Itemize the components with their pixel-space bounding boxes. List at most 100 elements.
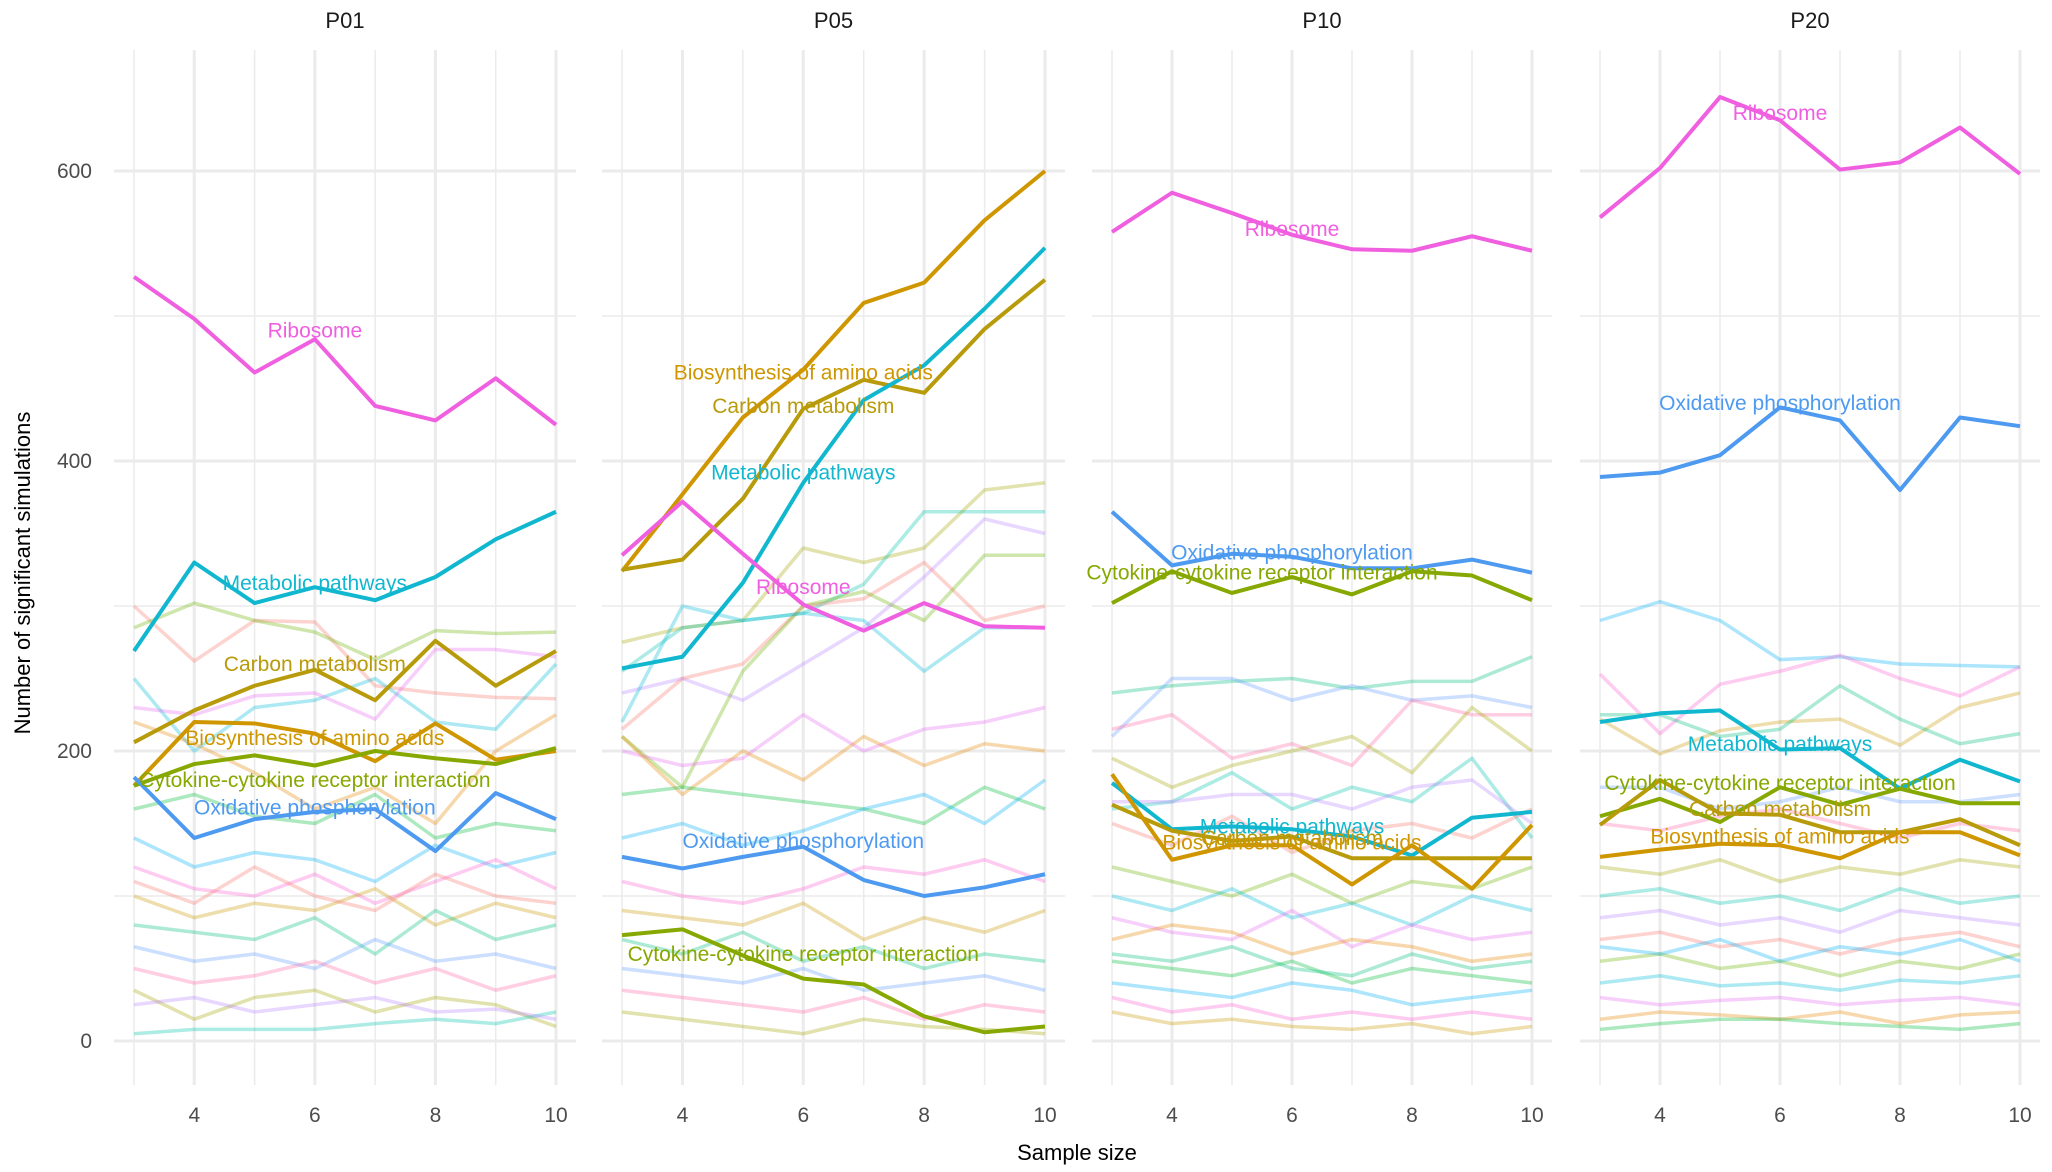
background-series-line <box>133 887 557 927</box>
background-series <box>132 601 558 1036</box>
background-series-line <box>133 1010 557 1036</box>
series-line-metabolic-pathways <box>621 246 1047 671</box>
background-series-line <box>1599 887 2021 913</box>
series-line-oxidative-phosphorylation <box>132 775 557 854</box>
highlighted-series: Ribosome Oxidative phosphorylation Metabol… <box>1598 95 2022 861</box>
series-label-metabolic-pathways: Metabolic pathways <box>1688 733 1872 756</box>
background-series-line <box>620 734 1046 797</box>
series-line-oxidative-phosphorylation <box>621 844 1046 898</box>
background-series-line <box>1111 995 1533 1021</box>
background-series-line <box>1600 684 2021 746</box>
background-series-line <box>621 481 1046 644</box>
background-series-line <box>1112 778 1534 825</box>
y-axis-title: Number of significant simulations <box>10 412 35 735</box>
panel-p20: P20 4 6 8 10 Ribosome Oxidative phosphorylatio… <box>1580 8 2040 1127</box>
background-series-line <box>133 937 557 971</box>
background-series-line <box>621 517 1046 702</box>
panel-p05: P05 4 6 8 10 Biosynthesis of amino acids Carbo… <box>602 8 1065 1127</box>
x-tick-label: 4 <box>1166 1104 1178 1127</box>
series-label-carbon-metabolism: Carbon metabolism <box>224 653 406 676</box>
background-series-line <box>1111 807 1533 855</box>
background-series-line <box>132 604 557 701</box>
series-label-cytokine-cytokine-receptor-interaction: Cytokine-cytokine receptor interaction <box>628 943 979 966</box>
background-series-line <box>1111 887 1533 927</box>
series-label-carbon-metabolism: Carbon metabolism <box>1689 798 1871 821</box>
series-line-cytokine-cytokine-receptor-interaction <box>1599 785 2020 825</box>
series-label-carbon-metabolism: Carbon metabolism <box>712 395 894 418</box>
series-line-carbon-metabolism <box>621 278 1047 572</box>
facet-title: P10 <box>1302 8 1341 33</box>
y-tick-label: 400 <box>57 450 92 473</box>
series-label-carbon-metabolism: Carbon metabolism <box>1201 827 1383 850</box>
series-label-cytokine-cytokine-receptor-interaction: Cytokine-cytokine receptor interaction <box>1604 772 1955 795</box>
background-series-line <box>620 560 1046 731</box>
x-tick-label: 6 <box>309 1104 321 1127</box>
facet-title: P05 <box>814 8 853 33</box>
background-series-line <box>1599 952 2021 978</box>
background-series-line <box>1111 865 1533 905</box>
x-tick-label: 8 <box>1894 1104 1906 1127</box>
background-series-line <box>621 778 1047 847</box>
x-tick-label: 6 <box>1286 1104 1298 1127</box>
series-label-ribosome: Ribosome <box>268 320 363 343</box>
series-label-biosynthesis-of-amino-acids: Biosynthesis of amino acids <box>1650 826 1909 849</box>
background-series-line <box>133 908 557 956</box>
series-line-biosynthesis-of-amino-acids <box>620 169 1047 573</box>
highlighted-series: Biosynthesis of amino acids Carbon metabo… <box>620 169 1047 1035</box>
series-label-cytokine-cytokine-receptor-interaction: Cytokine-cytokine receptor interaction <box>1086 562 1437 585</box>
series-line-cytokine-cytokine-receptor-interaction <box>1111 569 1533 605</box>
background-series-line <box>1111 959 1533 985</box>
series-line-carbon-metabolism <box>1111 802 1532 861</box>
series-line-oxidative-phosphorylation <box>1110 510 1533 575</box>
series-line-oxidative-phosphorylation <box>1599 405 2021 492</box>
series-line-biosynthesis-of-amino-acids <box>1110 773 1534 891</box>
series-label-metabolic-pathways: Metabolic pathways <box>1200 815 1384 838</box>
series-line-biosynthesis-of-amino-acids <box>1599 830 2021 861</box>
series-line-cytokine-cytokine-receptor-interaction <box>621 927 1046 1035</box>
background-series-line <box>1599 807 2021 840</box>
series-line-biosynthesis-of-amino-acids <box>132 720 557 788</box>
background-series-line <box>133 995 557 1021</box>
y-tick-label: 0 <box>80 1030 92 1053</box>
background-series-line <box>133 858 557 905</box>
series-label-oxidative-phosphorylation: Oxidative phosphorylation <box>194 797 436 820</box>
series-line-metabolic-pathways <box>1110 781 1533 858</box>
panel-p10: P10 4 6 8 10 Ribosome Oxidative phosphorylatio… <box>1086 8 1552 1127</box>
background-series-line <box>1111 655 1533 695</box>
background-series-line <box>133 959 557 992</box>
background-series-line <box>1599 974 2021 992</box>
background-series-line <box>620 553 1045 789</box>
series-label-biosynthesis-of-amino-acids: Biosynthesis of amino acids <box>1162 831 1421 854</box>
background-series-line <box>1111 981 1533 1007</box>
series-label-oxidative-phosphorylation: Oxidative phosphorylation <box>682 830 924 853</box>
series-label-biosynthesis-of-amino-acids: Biosynthesis of amino acids <box>185 727 444 750</box>
background-series-line <box>1599 908 2021 934</box>
background-series-line <box>1111 908 1533 949</box>
series-label-oxidative-phosphorylation: Oxidative phosphorylation <box>1171 541 1413 564</box>
background-series-line <box>133 647 557 721</box>
y-tick-label: 200 <box>57 740 92 763</box>
series-line-ribosome <box>132 275 558 427</box>
series-label-ribosome: Ribosome <box>756 576 851 599</box>
background-series-line <box>1111 756 1534 840</box>
series-line-cytokine-cytokine-receptor-interaction <box>133 746 557 788</box>
x-tick-label: 10 <box>544 1104 567 1127</box>
background-series-line <box>1599 1017 2021 1032</box>
background-series-line <box>1111 705 1534 789</box>
background-series-line <box>1599 937 2021 963</box>
series-label-oxidative-phosphorylation: Oxidative phosphorylation <box>1659 392 1901 415</box>
background-series <box>1110 655 1534 1036</box>
x-axis-title: Sample size <box>1017 1140 1137 1165</box>
y-tick-label: 600 <box>57 160 92 183</box>
background-series-line <box>621 901 1046 942</box>
background-series-line <box>1599 1010 2021 1026</box>
background-series-line <box>133 601 557 662</box>
background-series <box>620 481 1047 1036</box>
background-series-line <box>621 930 1046 971</box>
x-tick-label: 4 <box>188 1104 200 1127</box>
highlighted-series: Ribosome Metabolic pathways Carbon metabol… <box>132 275 558 854</box>
x-tick-label: 6 <box>797 1104 809 1127</box>
background-series-line <box>620 510 1045 673</box>
